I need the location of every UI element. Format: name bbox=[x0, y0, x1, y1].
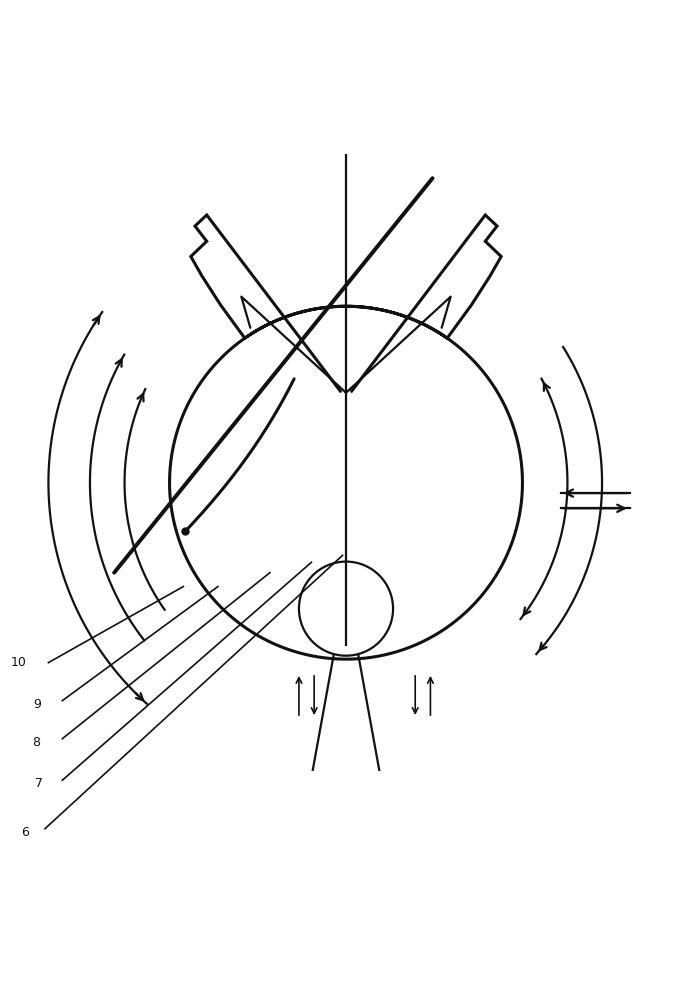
Text: 7: 7 bbox=[35, 777, 43, 790]
Text: 8: 8 bbox=[32, 736, 40, 749]
Text: 10: 10 bbox=[10, 656, 26, 669]
Text: 9: 9 bbox=[34, 698, 42, 711]
Text: 6: 6 bbox=[21, 826, 29, 839]
